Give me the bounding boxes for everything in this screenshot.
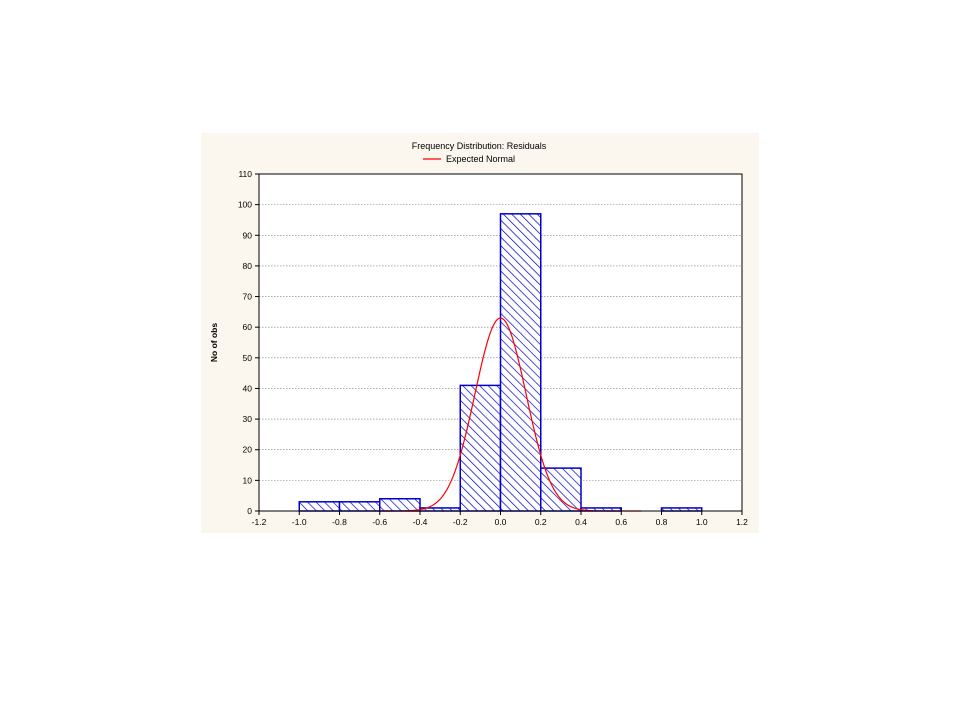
y-tick-label: 50 — [243, 353, 253, 363]
x-tick-label: 0.8 — [656, 517, 668, 527]
x-tick-label: 1.2 — [736, 517, 748, 527]
x-tick-label: -0.8 — [332, 517, 347, 527]
x-tick-label: -0.6 — [372, 517, 387, 527]
x-tick-label: 0.2 — [535, 517, 547, 527]
y-tick-label: 70 — [243, 292, 253, 302]
histogram-bar — [499, 213, 542, 512]
y-tick-label: 30 — [243, 414, 253, 424]
x-tick-label: 0.4 — [575, 517, 587, 527]
x-tick-label: 0.6 — [615, 517, 627, 527]
x-tick-label: -1.0 — [292, 517, 307, 527]
x-tick-label: 1.0 — [696, 517, 708, 527]
histogram-bar — [459, 384, 502, 512]
y-tick-label: 0 — [247, 506, 252, 516]
y-tick-label: 20 — [243, 445, 253, 455]
y-tick-label: 90 — [243, 230, 253, 240]
histogram-bar — [298, 501, 341, 512]
legend-label-expected-normal: Expected Normal — [446, 154, 515, 164]
x-tick-label: -0.4 — [413, 517, 428, 527]
histogram-bar — [379, 497, 421, 512]
x-tick-label: 0.0 — [495, 517, 507, 527]
histogram-bar — [338, 501, 381, 512]
y-tick-label: 80 — [243, 261, 253, 271]
y-tick-label: 100 — [238, 200, 252, 210]
chart-figure: Frequency Distribution: Residuals Expect… — [201, 133, 759, 533]
y-tick-label: 40 — [243, 383, 253, 393]
chart-title: Frequency Distribution: Residuals — [412, 141, 547, 151]
y-tick-label: 10 — [243, 475, 253, 485]
y-tick-label: 110 — [238, 169, 252, 179]
y-axis-label: No of obs — [209, 323, 219, 362]
histogram-chart: Frequency Distribution: Residuals Expect… — [209, 141, 748, 527]
x-tick-label: -0.2 — [453, 517, 468, 527]
legend: Expected Normal — [423, 154, 515, 164]
x-tick-label: -1.2 — [252, 517, 267, 527]
x-axis: -1.2 -1.0 -0.8 -0.6 -0.4 -0.2 0.0 0.2 0.4 0.6 0.8 1… — [252, 511, 748, 527]
y-axis: 0 10 20 30 40 50 60 70 80 90 100 110 — [238, 169, 259, 516]
y-tick-label: 60 — [243, 322, 253, 332]
